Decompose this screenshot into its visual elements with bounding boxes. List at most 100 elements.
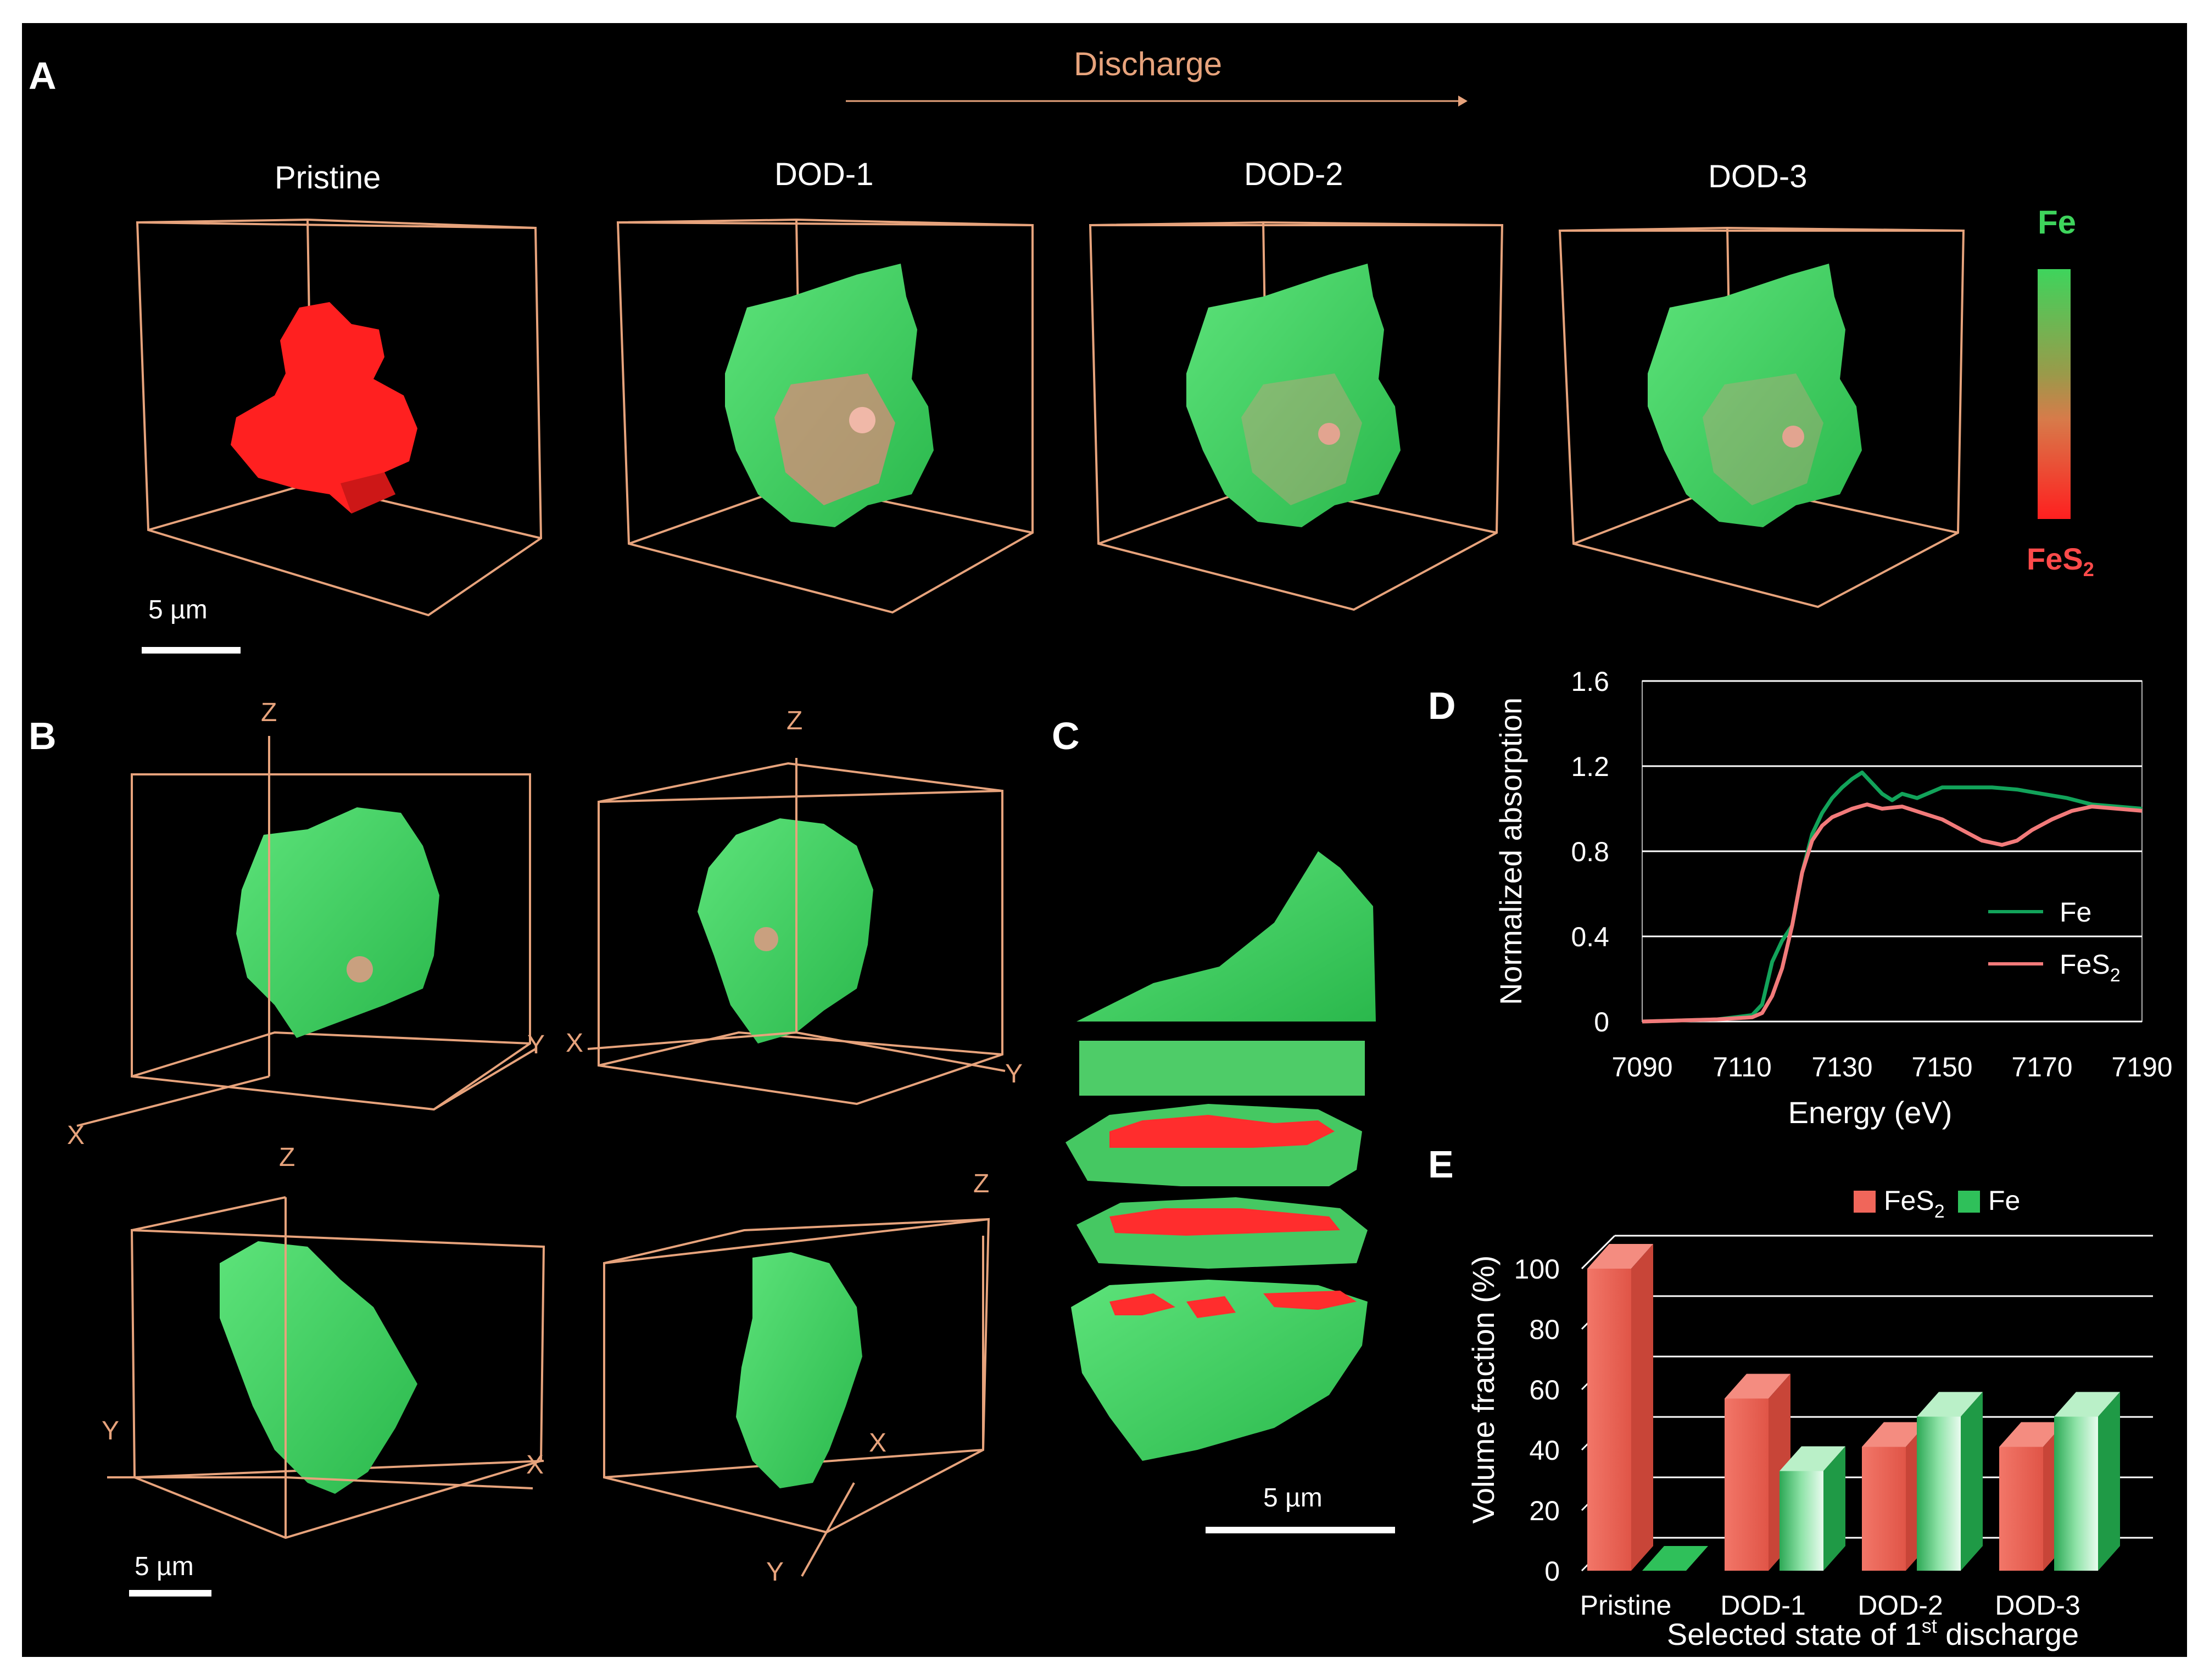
axis-y-b4: Y <box>766 1558 784 1587</box>
state-title-dod3: DOD-3 <box>1708 159 1808 194</box>
chart-e-bar-fes2 <box>1999 1447 2043 1571</box>
slice-c1 <box>1076 851 1376 1022</box>
chart-d-xtick: 7190 <box>2111 1052 2172 1082</box>
slice-c4-red <box>1109 1208 1340 1236</box>
chart-e-category-label: DOD-3 <box>1995 1590 2080 1621</box>
chart-e-bar-side <box>1961 1392 1983 1571</box>
scale-bar-c <box>1206 1527 1395 1533</box>
chart-e-ytick: 40 <box>1529 1435 1560 1466</box>
chart-d-legend-label: Fe <box>2060 897 2091 928</box>
chart-d-xtick: 7150 <box>1911 1052 1972 1082</box>
chart-d-ylabel: Normalized absorption <box>1493 697 1528 1005</box>
panel-label-b: B <box>29 715 57 757</box>
discharge-label: Discharge <box>1074 46 1223 82</box>
scale-bar-b <box>129 1590 211 1597</box>
state-title-pristine: Pristine <box>275 160 381 196</box>
axis-z-b3: Z <box>279 1143 295 1172</box>
chart-d-xtick: 7170 <box>2011 1052 2072 1082</box>
axis-z-b2: Z <box>786 706 803 735</box>
box-b1 <box>131 773 531 1111</box>
particle-pristine <box>231 302 417 514</box>
chart-e-bar-fes2 <box>1862 1447 1906 1571</box>
chart-e-category-label: Pristine <box>1580 1590 1672 1621</box>
chart-d-xlabel: Energy (eV) <box>1788 1095 1953 1130</box>
axes-b4 <box>801 1236 984 1577</box>
chart-e-xlabel: Selected state of 1st discharge <box>1667 1615 2079 1651</box>
scale-bar-label-c: 5 µm <box>1263 1483 1323 1512</box>
slice-c2 <box>1079 1041 1365 1096</box>
chart-e-ylabel: Volume fraction (%) <box>1466 1255 1500 1524</box>
chart-d-ytick: 0.4 <box>1571 922 1609 952</box>
axis-x-b2: X <box>566 1029 584 1058</box>
axis-y-b2: Y <box>1005 1059 1023 1089</box>
particle-pristine-shade <box>341 472 395 514</box>
axis-x-b4: X <box>869 1428 887 1458</box>
chart-e-legend-swatch <box>1854 1191 1876 1213</box>
chart-d-xtick: 7110 <box>1712 1052 1772 1082</box>
chart-e-legend-swatch <box>1958 1191 1980 1213</box>
particle-b1 <box>236 807 439 1038</box>
state-title-dod1: DOD-1 <box>774 157 874 192</box>
chart-d: 0 0.4 0.8 1.2 1.6 7090 7110 7130 7150 7170 7190 Ene… <box>1493 666 2173 1130</box>
chart-d-legend-label: FeS2 <box>2060 949 2121 986</box>
axis-y-b1: Y <box>527 1030 545 1059</box>
colorbar <box>2038 269 2071 519</box>
particle-b2-spot <box>754 927 778 951</box>
axis-z-b4: Z <box>973 1169 990 1198</box>
particle-b4 <box>736 1252 862 1488</box>
chart-e-bar-fe <box>1917 1416 1961 1571</box>
chart-d-ytick: 0 <box>1594 1007 1609 1037</box>
chart-e-bar-fe <box>2054 1416 2098 1571</box>
chart-e-category-label: DOD-1 <box>1720 1590 1806 1621</box>
particle-dod3 <box>1648 264 1862 527</box>
axis-x-b3: X <box>526 1450 544 1480</box>
colorbar-top-label: Fe <box>2038 204 2077 241</box>
panel-label-e: E <box>1428 1143 1454 1186</box>
box-pristine <box>136 218 543 617</box>
chart-d-ytick: 1.2 <box>1571 751 1609 782</box>
chart-d-xtick: 7090 <box>1611 1052 1672 1082</box>
axes-b3 <box>107 1197 533 1538</box>
chart-e-ytick: 20 <box>1529 1495 1560 1526</box>
axes-b2 <box>587 758 1006 1072</box>
chart-e: 0 20 40 60 80 100 Pristine DOD-1 DOD-2 DOD-3 Volum… <box>1466 1185 2153 1651</box>
chart-e-bar-fes2 <box>1587 1269 1631 1571</box>
scale-bar-label-b: 5 µm <box>135 1552 194 1581</box>
particle-dod2-spot <box>1318 423 1340 445</box>
chart-d-xtick: 7130 <box>1811 1052 1872 1082</box>
axis-y-b3: Y <box>102 1416 120 1445</box>
chart-e-bar-fe <box>1780 1471 1823 1571</box>
axis-x-b1: X <box>67 1121 85 1150</box>
chart-e-bar-side <box>1631 1244 1653 1571</box>
particle-dod3-core <box>1703 373 1823 505</box>
panel-label-c: C <box>1052 715 1080 757</box>
discharge-arrow-head <box>1458 96 1468 107</box>
box-b2 <box>598 762 1003 1106</box>
scale-bar-a <box>142 647 241 654</box>
panel-label-a: A <box>29 54 57 97</box>
chart-d-series-fe <box>1642 771 2143 1024</box>
axis-z-b1: Z <box>261 698 277 727</box>
particle-dod2-core <box>1241 373 1362 505</box>
scale-bar-label-a: 5 µm <box>148 595 208 624</box>
chart-d-frame <box>1642 680 2143 1022</box>
chart-e-ytick: 60 <box>1529 1375 1560 1405</box>
chart-e-bar-fes2 <box>1725 1398 1769 1571</box>
particle-dod3-spot <box>1782 426 1804 448</box>
particle-b1-spot <box>347 956 373 983</box>
state-title-dod2: DOD-2 <box>1244 157 1343 192</box>
slice-c5 <box>1071 1280 1368 1461</box>
particle-b3 <box>220 1241 417 1494</box>
chart-e-ytick: 100 <box>1514 1254 1560 1285</box>
chart-e-legend-label: Fe <box>1988 1185 2020 1216</box>
chart-d-series-fes2 <box>1642 802 2143 1024</box>
particle-b2 <box>698 818 873 1043</box>
panel-label-d: D <box>1428 684 1456 727</box>
chart-e-bar-side <box>1823 1446 1845 1571</box>
chart-e-ytick: 80 <box>1529 1314 1560 1345</box>
particle-dod1-core <box>774 373 895 505</box>
slice-c3-red <box>1109 1115 1335 1148</box>
slice-c5-red <box>1109 1291 1357 1318</box>
chart-e-gridline-slant <box>1581 1235 1616 1270</box>
